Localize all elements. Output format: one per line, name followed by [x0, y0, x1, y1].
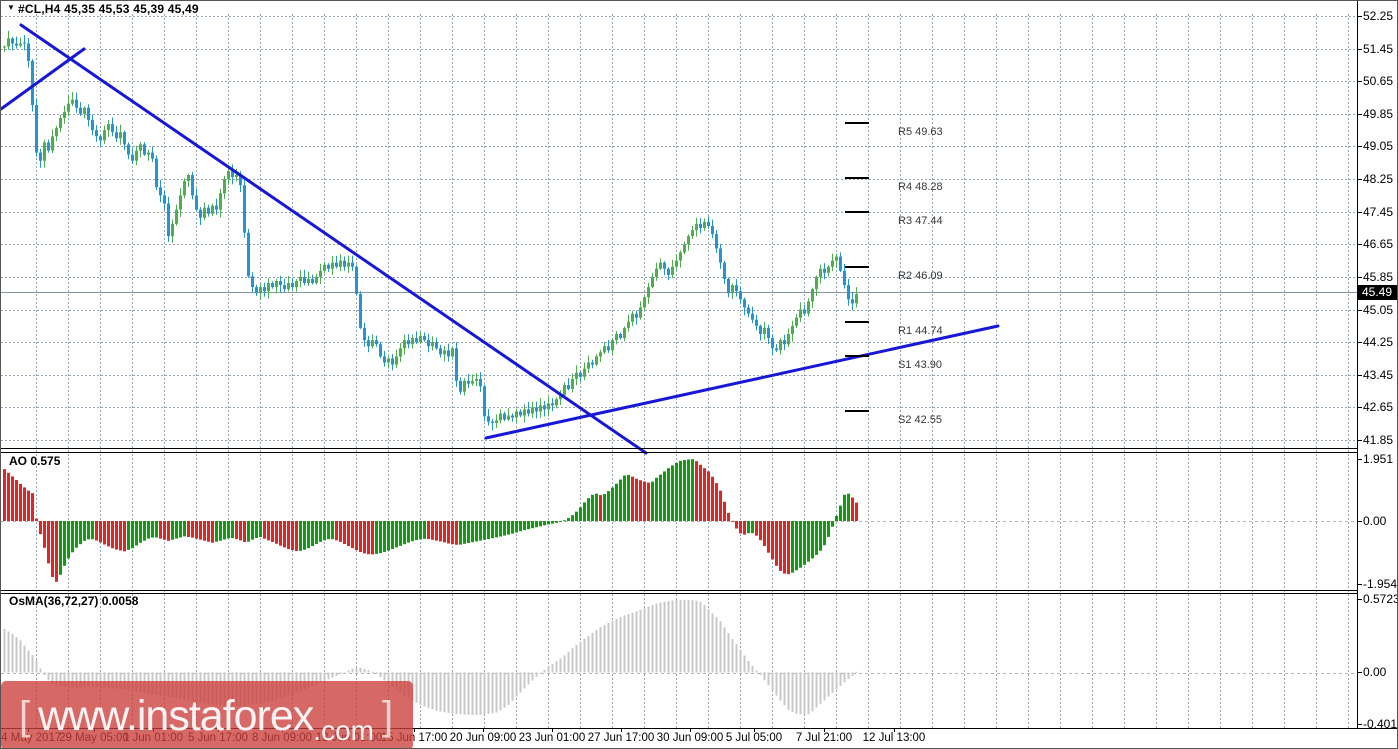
instaforex-watermark: [ www.instaforex .com ] — [1, 681, 413, 748]
watermark-text: www.instaforex — [38, 691, 314, 740]
price-axis-label: 45.85 — [1363, 269, 1394, 284]
time-axis-label: 7 Jul 21:00 — [795, 732, 853, 744]
ao-scale-label: -1.954 — [1363, 577, 1398, 591]
price-axis-label: 45.05 — [1363, 302, 1394, 317]
level-label: R1 44.74 — [898, 325, 943, 337]
ao-scale-label: 1.951 — [1363, 452, 1394, 466]
time-axis-label: 20 Jun 09:00 — [449, 732, 517, 744]
price-axis-label: 50.65 — [1363, 74, 1394, 89]
osma-indicator-label: OsMA(36,72,27) 0.0058 — [9, 594, 139, 608]
current-price-badge: 45.49 — [1358, 285, 1397, 300]
watermark-domain-suffix: .com — [313, 715, 374, 746]
symbol-dropdown-icon[interactable]: ▼ — [7, 3, 15, 12]
price-axis-label: 51.45 — [1363, 41, 1394, 56]
ao-scale-label: 0.00 — [1363, 514, 1387, 528]
price-axis-label: 49.05 — [1363, 139, 1394, 154]
price-axis-label: 47.45 — [1363, 204, 1394, 219]
time-axis-label: 30 Jun 09:00 — [656, 732, 724, 744]
watermark-open-bracket: [ — [19, 693, 31, 738]
osma-scale-label: -0.4015 — [1363, 717, 1398, 731]
osma-scale-label: 0.5723 — [1363, 592, 1398, 606]
price-axis-label: 46.65 — [1363, 237, 1394, 252]
price-axis-label: 43.45 — [1363, 367, 1394, 382]
level-label: S1 43.90 — [898, 359, 943, 371]
level-label: R4 48.28 — [898, 181, 943, 193]
level-label: S2 42.55 — [898, 414, 943, 426]
watermark-close-bracket: ] — [381, 693, 394, 738]
level-label: R2 46.09 — [898, 270, 943, 282]
ao-indicator-label: AO 0.575 — [9, 454, 61, 468]
price-axis-label: 52.25 — [1363, 9, 1394, 23]
time-axis-label: 5 Jul 05:00 — [725, 732, 783, 744]
price-axis-label: 44.25 — [1363, 335, 1394, 350]
price-axis-label: 48.25 — [1363, 172, 1394, 187]
time-axis-label: 12 Jul 13:00 — [862, 732, 926, 744]
price-axis-label: 41.85 — [1363, 433, 1394, 447]
price-axis-label: 42.65 — [1363, 400, 1394, 415]
osma-scale-label: 0.00 — [1363, 665, 1387, 679]
price-axis-label: 49.85 — [1363, 106, 1394, 121]
time-axis-label: 27 Jun 17:00 — [587, 732, 655, 744]
time-axis-label: 23 Jun 01:00 — [518, 732, 586, 744]
chart-title: #CL,H4 45,35 45,53 45,39 45,49 — [18, 2, 199, 16]
level-label: R5 49.63 — [898, 126, 943, 138]
level-label: R3 47.44 — [898, 215, 943, 227]
